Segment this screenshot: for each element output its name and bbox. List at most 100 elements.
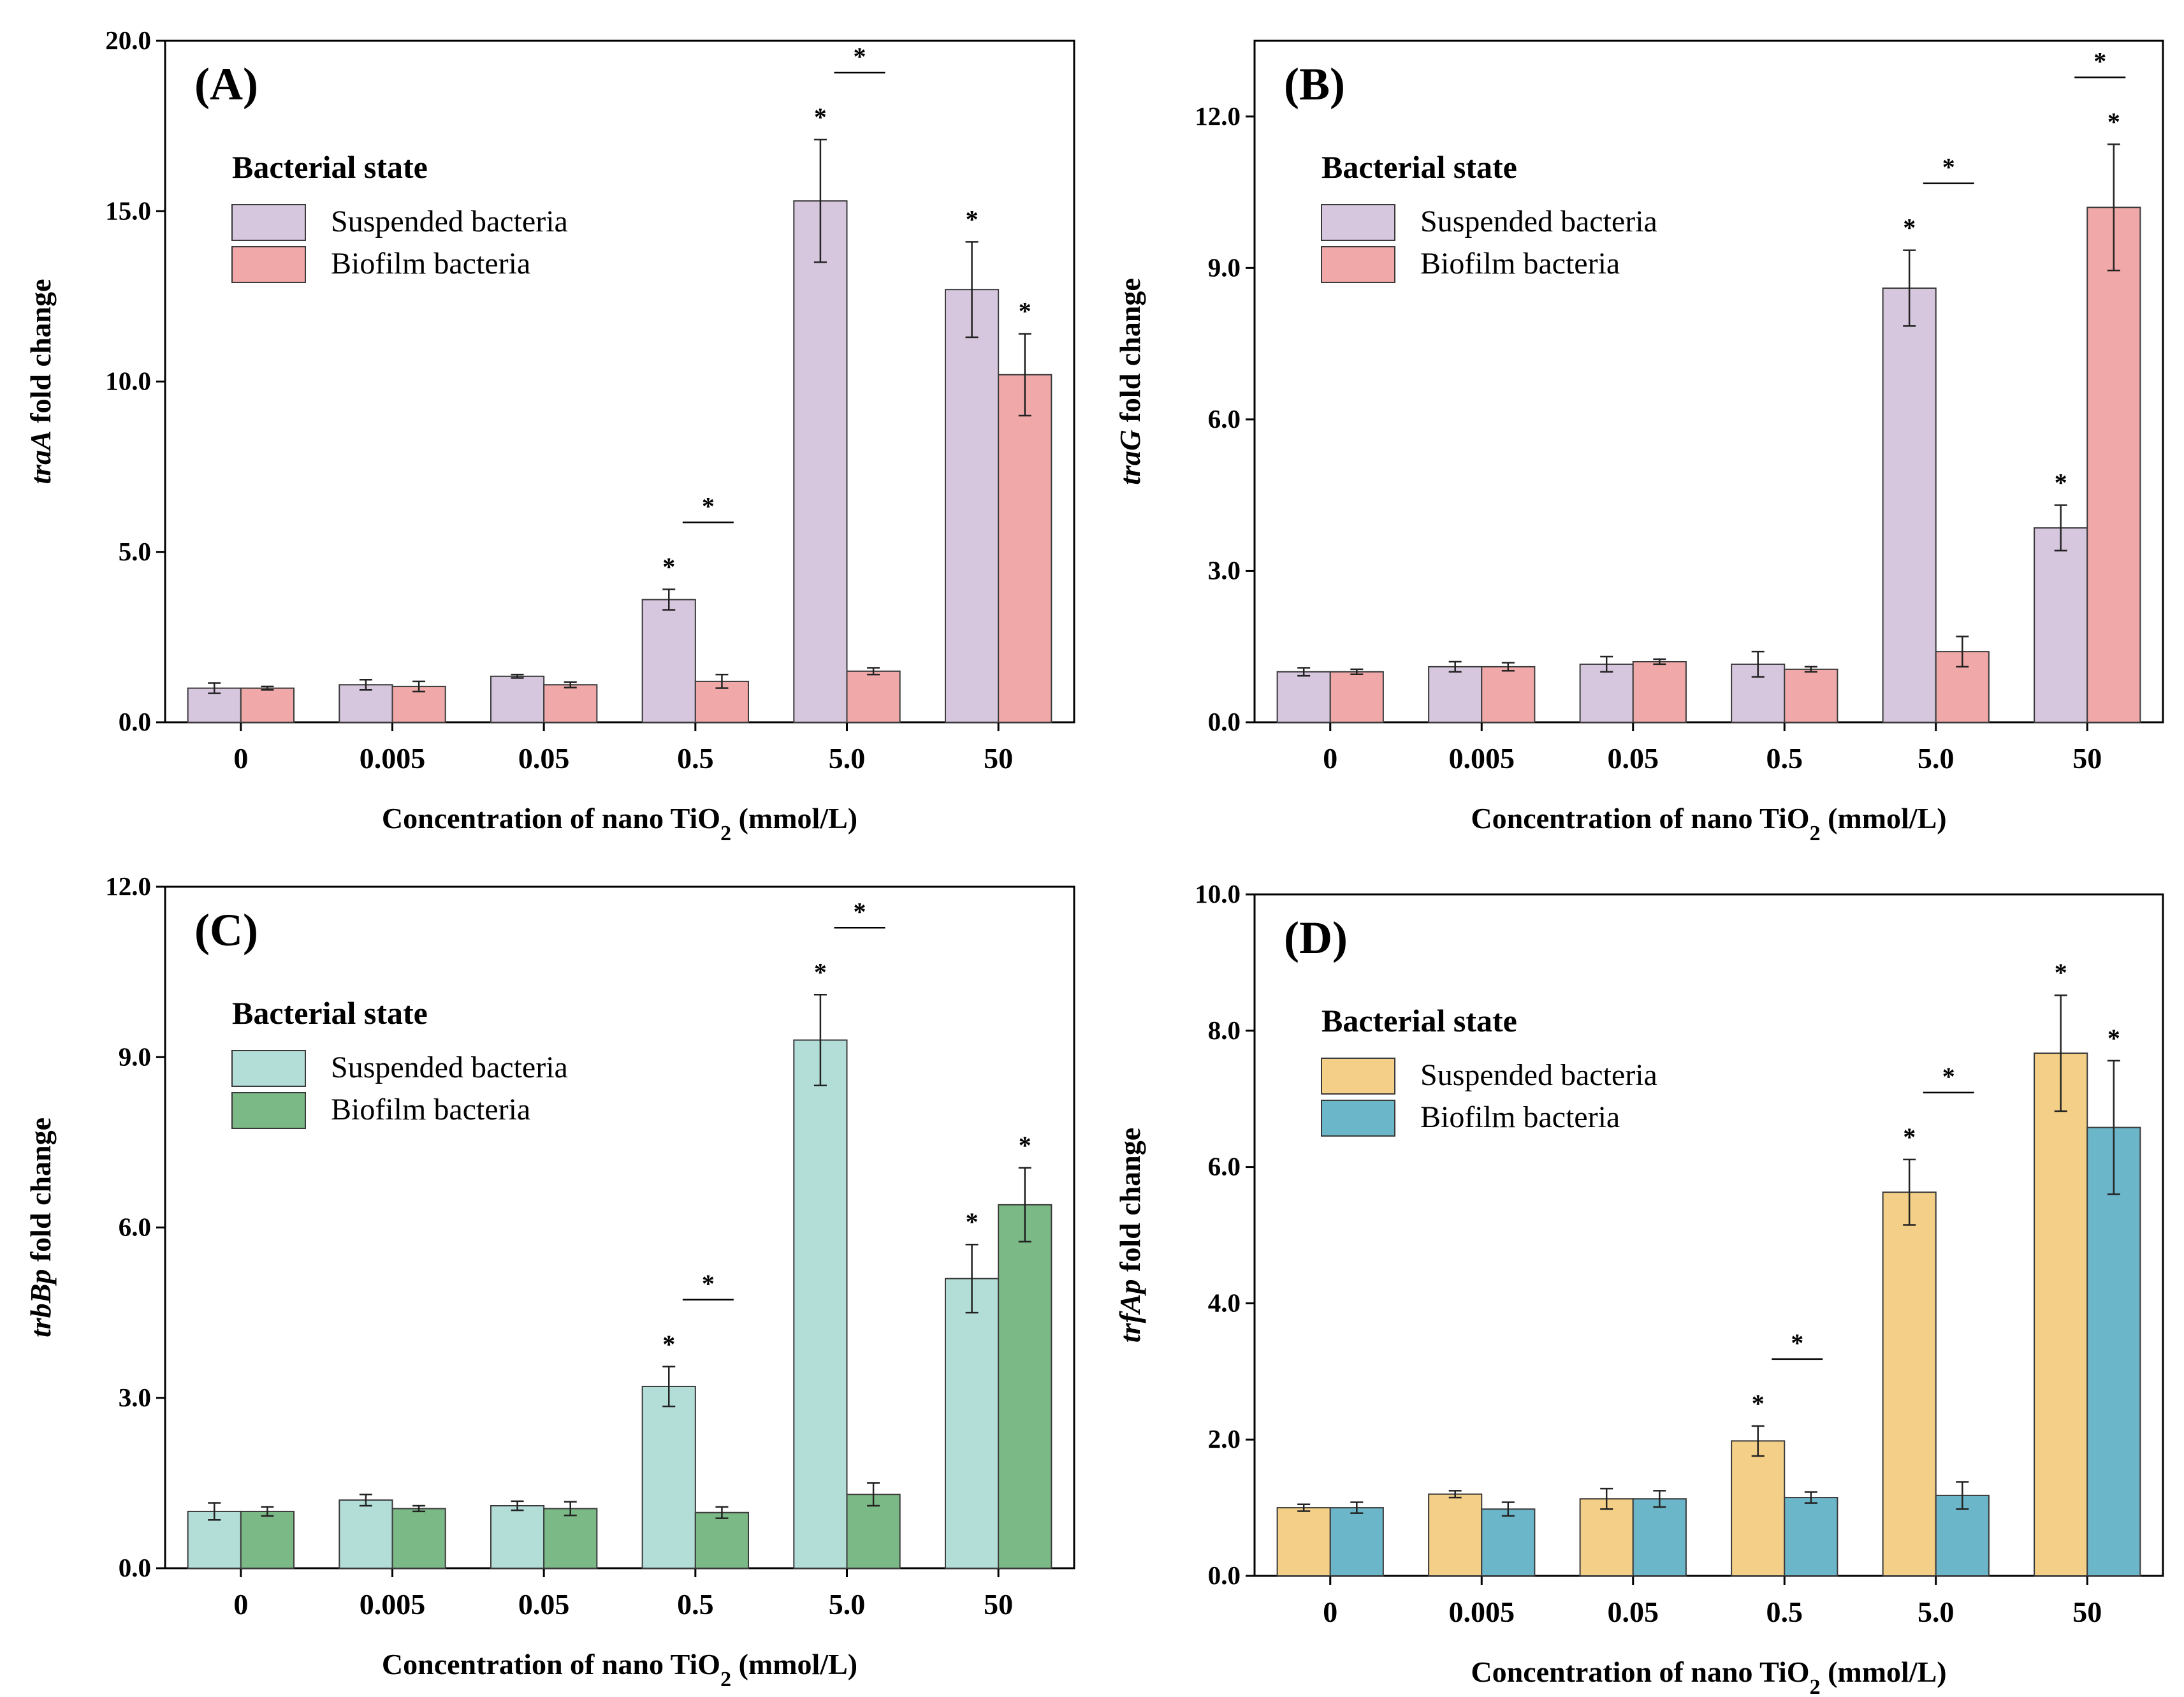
panel-b: 0.0 3.0 6.0 9.0 12.0 0 0.005 0.05 0.5 5.0 50 * * * * * (… [1114, 40, 2164, 845]
x-tick-label: 0.005 [1449, 1596, 1515, 1628]
bar [490, 675, 545, 724]
bar [793, 1039, 848, 1569]
x-tick-label: 5.0 [1918, 1596, 1955, 1628]
x-tick-label: 0.5 [677, 742, 714, 775]
panel-a: 0.0 5.0 10.0 15.0 20.0 0 0.005 0.05 0.5 5.0 50 * * * *… [24, 25, 1075, 845]
x-tick-label: 50 [2072, 742, 2102, 775]
legend-entry: Suspended bacteria [331, 205, 568, 238]
significance-star: * [2055, 958, 2067, 987]
plot-frame [164, 40, 1075, 724]
y-tick-label: 10.0 [1195, 879, 1241, 908]
y-axis-title: traG fold change [1114, 278, 1146, 485]
panel-label: (D) [1284, 912, 1348, 963]
x-axis-title: Concentration of nano TiO2 (mmol/L) [1471, 1656, 1946, 1697]
legend-entry: Biofilm bacteria [331, 1093, 530, 1126]
y-tick-label: 4.0 [1208, 1288, 1241, 1317]
bar [1329, 1507, 1384, 1577]
bar [1784, 1497, 1838, 1577]
significance-star: * [1752, 1389, 1765, 1418]
bar [240, 687, 295, 724]
panel-label: (A) [194, 59, 258, 110]
y-tick-label: 8.0 [1208, 1016, 1241, 1045]
bar [694, 1511, 750, 1569]
legend-swatch [231, 1050, 306, 1087]
x-tick-label: 0.05 [518, 1588, 570, 1621]
panel-c: 0.0 3.0 6.0 9.0 12.0 0 0.005 0.05 0.5 5.0 50 * * * * * *… [24, 871, 1075, 1691]
legend-entry: Biofilm bacteria [331, 247, 530, 280]
y-tick-label: 10.0 [105, 367, 151, 396]
legend-entry: Suspended bacteria [331, 1051, 568, 1084]
x-axis-title: Concentration of nano TiO2 (mmol/L) [1471, 802, 1946, 845]
y-tick-label: 15.0 [105, 196, 151, 225]
bracket-star: * [1942, 153, 1955, 182]
bracket-star: * [2093, 47, 2106, 75]
bracket-star: * [1791, 1329, 1803, 1357]
x-tick-label: 0 [1323, 1596, 1337, 1628]
bar [2034, 527, 2088, 723]
significance-star: * [814, 103, 827, 131]
bar [543, 1508, 598, 1569]
bar [1579, 663, 1634, 723]
bar [998, 374, 1052, 723]
x-tick-label: 5.0 [829, 742, 866, 775]
bar [1481, 666, 1536, 723]
y-tick-label: 9.0 [119, 1042, 151, 1071]
plot-frame [164, 885, 1075, 1570]
y-tick-label: 6.0 [1208, 1152, 1241, 1181]
bracket-star: * [854, 897, 866, 926]
legend-swatch [231, 1092, 306, 1129]
legend-swatch [231, 246, 306, 283]
bar [998, 1204, 1052, 1570]
x-tick-label: 0 [233, 742, 248, 775]
bar [944, 1278, 1000, 1570]
bar [339, 1499, 393, 1570]
bar [490, 1505, 545, 1569]
y-axis-title: trbBp fold change [24, 1118, 57, 1337]
x-tick-label: 0.005 [1449, 742, 1515, 775]
x-tick-label: 0.5 [677, 1588, 714, 1621]
bar [1632, 1498, 1687, 1577]
y-tick-label: 3.0 [1208, 555, 1241, 585]
legend-title: Bacterial state [232, 149, 428, 185]
y-tick-label: 20.0 [105, 25, 151, 55]
x-tick-label: 0.005 [360, 742, 426, 775]
x-tick-label: 0.005 [360, 1588, 426, 1621]
significance-star: * [966, 1207, 979, 1236]
bar [1276, 1507, 1331, 1577]
significance-star: * [814, 958, 827, 986]
legend-swatch [1321, 1100, 1395, 1137]
bar [2086, 1126, 2141, 1577]
bracket-star: * [702, 1269, 715, 1298]
bar [944, 289, 1000, 723]
bar [2034, 1052, 2088, 1577]
x-tick-label: 0.5 [1766, 1596, 1803, 1628]
x-tick-label: 0 [233, 1588, 248, 1621]
y-tick-label: 0.0 [1208, 1561, 1241, 1590]
bar [1731, 1440, 1786, 1577]
bar [1579, 1498, 1634, 1577]
legend-swatch [1321, 1058, 1395, 1095]
x-tick-label: 0.05 [1608, 742, 1659, 775]
legend-entry: Biofilm bacteria [1420, 1100, 1620, 1134]
bar [1882, 1191, 1937, 1577]
x-tick-label: 0 [1323, 742, 1337, 775]
bar [793, 200, 848, 723]
bar [641, 599, 696, 724]
significance-star: * [1903, 214, 1916, 242]
x-tick-label: 0.05 [518, 742, 570, 775]
y-tick-label: 6.0 [119, 1213, 151, 1242]
y-tick-label: 0.0 [1208, 707, 1241, 736]
y-tick-label: 0.0 [119, 707, 151, 736]
x-tick-label: 0.5 [1766, 742, 1803, 775]
x-tick-label: 50 [984, 1588, 1013, 1621]
y-axis-title: trfAp fold change [1114, 1128, 1146, 1343]
legend-title: Bacterial state [232, 995, 428, 1031]
panel-label: (B) [1284, 59, 1345, 110]
legend-entry: Biofilm bacteria [1420, 247, 1620, 280]
x-tick-label: 50 [2072, 1596, 2102, 1628]
y-tick-label: 5.0 [119, 537, 151, 566]
x-tick-label: 5.0 [1918, 742, 1955, 775]
bar [543, 684, 598, 723]
bar [2086, 207, 2141, 723]
